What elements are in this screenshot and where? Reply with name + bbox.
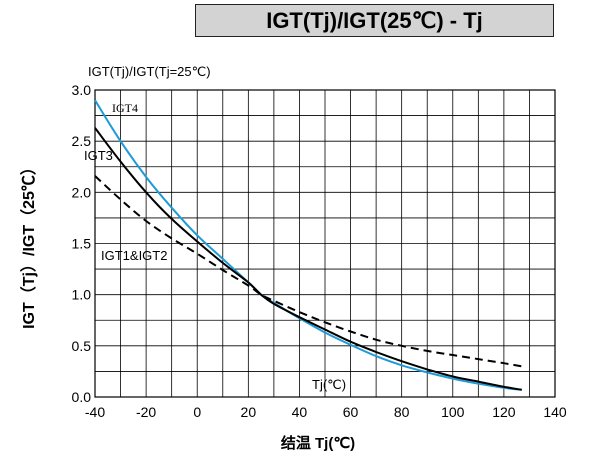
y-axis-header: IGT(Tj)/IGT(Tj=25℃) <box>88 64 211 79</box>
x-tick-label: 0 <box>193 404 201 420</box>
x-tick-label: 100 <box>441 404 465 420</box>
annotation-igt3: IGT3 <box>84 148 113 163</box>
annotation-igt1-igt2: IGT1&IGT2 <box>101 248 167 263</box>
annotation-igt4: IGT4 <box>112 101 138 115</box>
chart-title: IGT(Tj)/IGT(25℃) - Tj <box>195 4 554 37</box>
annotation-tj-unit: Tj(℃) <box>312 377 346 392</box>
y-tick-label: 1.5 <box>72 236 92 252</box>
x-tick-label: 40 <box>292 404 308 420</box>
y-tick-label: 3.0 <box>72 82 92 98</box>
grid <box>95 90 555 397</box>
series-layer <box>94 99 522 391</box>
x-tick-label: -40 <box>85 404 105 420</box>
y-tick-label: 2.5 <box>72 133 92 149</box>
x-tick-label: 60 <box>343 404 359 420</box>
y-tick-label: 0.5 <box>72 338 92 354</box>
series-line-igt1-igt2 <box>94 175 522 368</box>
plot-frame <box>94 89 556 398</box>
ticks-layer: -40 -20 0 20 40 60 80 100 120 140 0.0 0.5 1.0 1.5 2.0 2… <box>72 82 567 420</box>
x-axis-label: 结温 Tj(℃) <box>281 434 355 452</box>
x-tick-label: 140 <box>543 404 567 420</box>
x-tick-label: 120 <box>492 404 516 420</box>
y-axis-label: IGT（Tj）/IGT（25℃） <box>20 159 38 329</box>
x-tick-label: 80 <box>394 404 410 420</box>
y-tick-label: 1.0 <box>72 287 92 303</box>
y-tick-label: 0.0 <box>72 389 92 405</box>
y-tick-label: 2.0 <box>72 184 92 200</box>
series-line-igt3 <box>94 127 522 391</box>
x-tick-label: -20 <box>136 404 156 420</box>
x-tick-label: 20 <box>241 404 257 420</box>
chart-title-text: IGT(Tj)/IGT(25℃) - Tj <box>266 7 483 33</box>
series-line-igt4 <box>94 99 522 391</box>
